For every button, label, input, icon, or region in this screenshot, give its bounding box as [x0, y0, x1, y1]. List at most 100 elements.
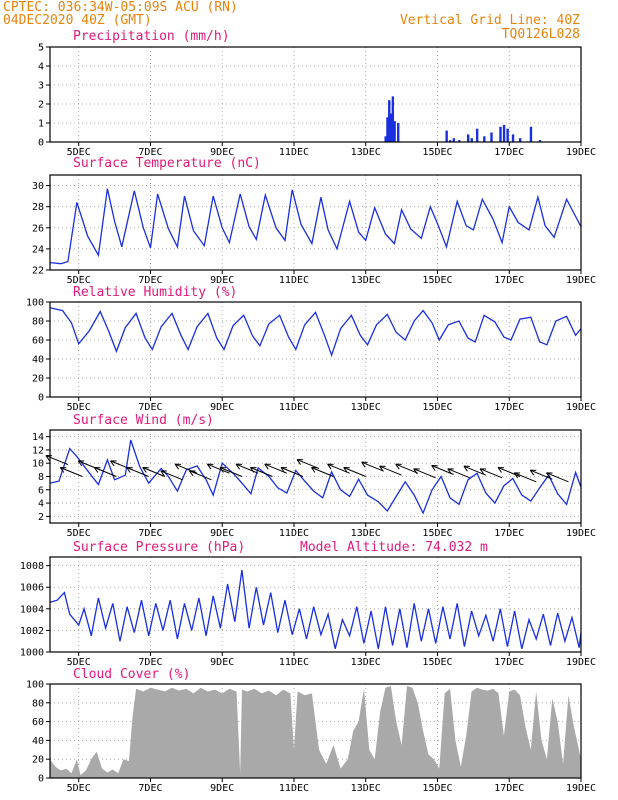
temperature-xtick-label: 17DEC	[494, 275, 524, 286]
wind-wind-arrowhead	[327, 463, 334, 470]
model-altitude-label: Model Altitude: 74.032 m	[300, 540, 488, 555]
pressure-ytick-label: 1006	[20, 583, 44, 594]
wind-wind-vector	[497, 467, 521, 477]
wind-wind-vector	[126, 467, 149, 477]
precip-xtick-label: 13DEC	[351, 147, 381, 158]
temperature-series-line	[49, 188, 582, 265]
precip-bar	[499, 126, 502, 142]
wind-wind-vector	[60, 467, 83, 477]
wind-frame	[49, 429, 582, 524]
pressure-ytick-label: 1008	[20, 561, 44, 572]
wind-wind-vector	[431, 465, 454, 475]
wind-wind-vector	[160, 470, 183, 481]
wind-ytick-label: 8	[38, 472, 44, 483]
precip-bar	[391, 96, 395, 142]
precip-xtick-label: 5DEC	[67, 147, 91, 158]
cloud-ytick-label: 60	[32, 717, 44, 728]
precip-xtick-label: 17DEC	[494, 147, 524, 158]
wind-wind-arrowhead	[219, 467, 226, 473]
cloud-xtick-label: 5DEC	[67, 783, 91, 794]
wind-xtick-label: 17DEC	[494, 528, 524, 539]
wind-xtick-label: 5DEC	[67, 528, 91, 539]
wind-wind-vector	[174, 463, 198, 474]
wind-wind-arrowhead	[110, 460, 117, 467]
pressure-xtick-label: 11DEC	[279, 657, 309, 668]
cloud-ytick-label: 100	[26, 680, 44, 691]
humidity-xtick-label: 17DEC	[494, 402, 524, 413]
temperature-ytick-label: 26	[32, 223, 44, 234]
wind-wind-arrowhead	[126, 467, 133, 473]
precip-bar	[506, 128, 509, 142]
precip-bar	[449, 140, 452, 142]
precip-title: Precipitation (mm/h)	[73, 29, 230, 44]
humidity-ytick-label: 100	[26, 298, 44, 309]
cloud-xtick-label: 7DEC	[138, 783, 162, 794]
humidity-ytick-label: 20	[32, 374, 44, 385]
wind-panel: 5DEC 7DEC 9DEC 11DEC 13DEC 15DEC 17DEC 19DEC 2 4 6…	[32, 429, 596, 539]
cloud-xtick-label: 13DEC	[351, 783, 381, 794]
wind-wind-vector	[280, 467, 304, 477]
wind-wind-arrowhead	[447, 468, 454, 475]
pressure-xtick-label: 13DEC	[351, 657, 381, 668]
precip-bar	[538, 140, 542, 142]
precip-xtick-label: 19DEC	[566, 147, 596, 158]
wind-wind-arrowhead	[206, 463, 214, 470]
wind-wind-arrowhead	[142, 467, 149, 473]
wind-wind-arrowhead	[413, 468, 420, 475]
pressure-ytick-label: 1004	[20, 604, 44, 615]
wind-wind-vector	[546, 472, 569, 483]
cloud-xtick-label: 17DEC	[494, 783, 524, 794]
wind-wind-arrowhead	[529, 469, 537, 476]
precip-xtick-label: 7DEC	[138, 147, 162, 158]
cloud-frame	[49, 683, 582, 779]
wind-wind-vector	[327, 463, 350, 474]
temperature-frame	[49, 174, 582, 271]
wind-xtick-label: 19DEC	[566, 528, 596, 539]
wind-wind-arrowhead	[463, 465, 470, 472]
wind-wind-arrowhead	[395, 463, 402, 470]
wind-wind-arrowhead	[189, 470, 196, 477]
wind-wind-arrowhead	[93, 467, 101, 473]
wind-ytick-label: 14	[32, 432, 44, 443]
temperature-ytick-label: 30	[32, 181, 44, 192]
precip-bar	[458, 140, 461, 142]
pressure-xtick-label: 7DEC	[138, 657, 162, 668]
wind-wind-vector	[264, 463, 287, 474]
wind-wind-arrowhead	[311, 467, 318, 473]
pressure-xtick-label: 9DEC	[210, 657, 234, 668]
humidity-xtick-label: 13DEC	[351, 402, 381, 413]
precip-bar	[511, 134, 515, 142]
wind-series-line	[49, 439, 582, 515]
precip-bar	[519, 138, 522, 142]
wind-ytick-label: 6	[38, 485, 44, 496]
wind-xtick-label: 15DEC	[422, 528, 452, 539]
wind-wind-arrowhead	[361, 461, 368, 468]
precip-bar	[397, 123, 400, 142]
temperature-ytick-label: 28	[32, 202, 44, 213]
humidity-ytick-label: 60	[32, 336, 44, 347]
wind-wind-arrowhead	[160, 470, 167, 477]
wind-wind-vector	[250, 467, 273, 477]
precip-bar	[452, 138, 456, 142]
cloud-xtick-label: 19DEC	[566, 783, 596, 794]
temperature-ytick-label: 24	[32, 244, 44, 255]
precip-bar	[445, 130, 448, 142]
wind-title: Surface Wind (m/s)	[73, 413, 214, 428]
header-station: CPTEC: 036:34W-05:09S ACU (RN)	[3, 0, 238, 15]
wind-wind-vector	[189, 470, 212, 481]
wind-wind-vector	[479, 468, 503, 479]
precip-bar	[475, 128, 479, 142]
wind-wind-arrowhead	[546, 472, 553, 479]
wind-wind-vector	[413, 468, 436, 479]
header-run: 04DEC2020 40Z (GMT)	[3, 13, 152, 28]
pressure-title: Surface Pressure (hPa)	[73, 540, 245, 555]
wind-wind-vector	[361, 461, 384, 472]
wind-wind-arrowhead	[235, 463, 243, 470]
wind-wind-arrowhead	[280, 467, 287, 473]
temperature-xtick-label: 19DEC	[566, 275, 596, 286]
precip-ytick-label: 3	[38, 81, 44, 92]
pressure-xtick-label: 5DEC	[67, 657, 91, 668]
wind-wind-vector	[447, 468, 470, 479]
precip-ytick-label: 1	[38, 119, 44, 130]
